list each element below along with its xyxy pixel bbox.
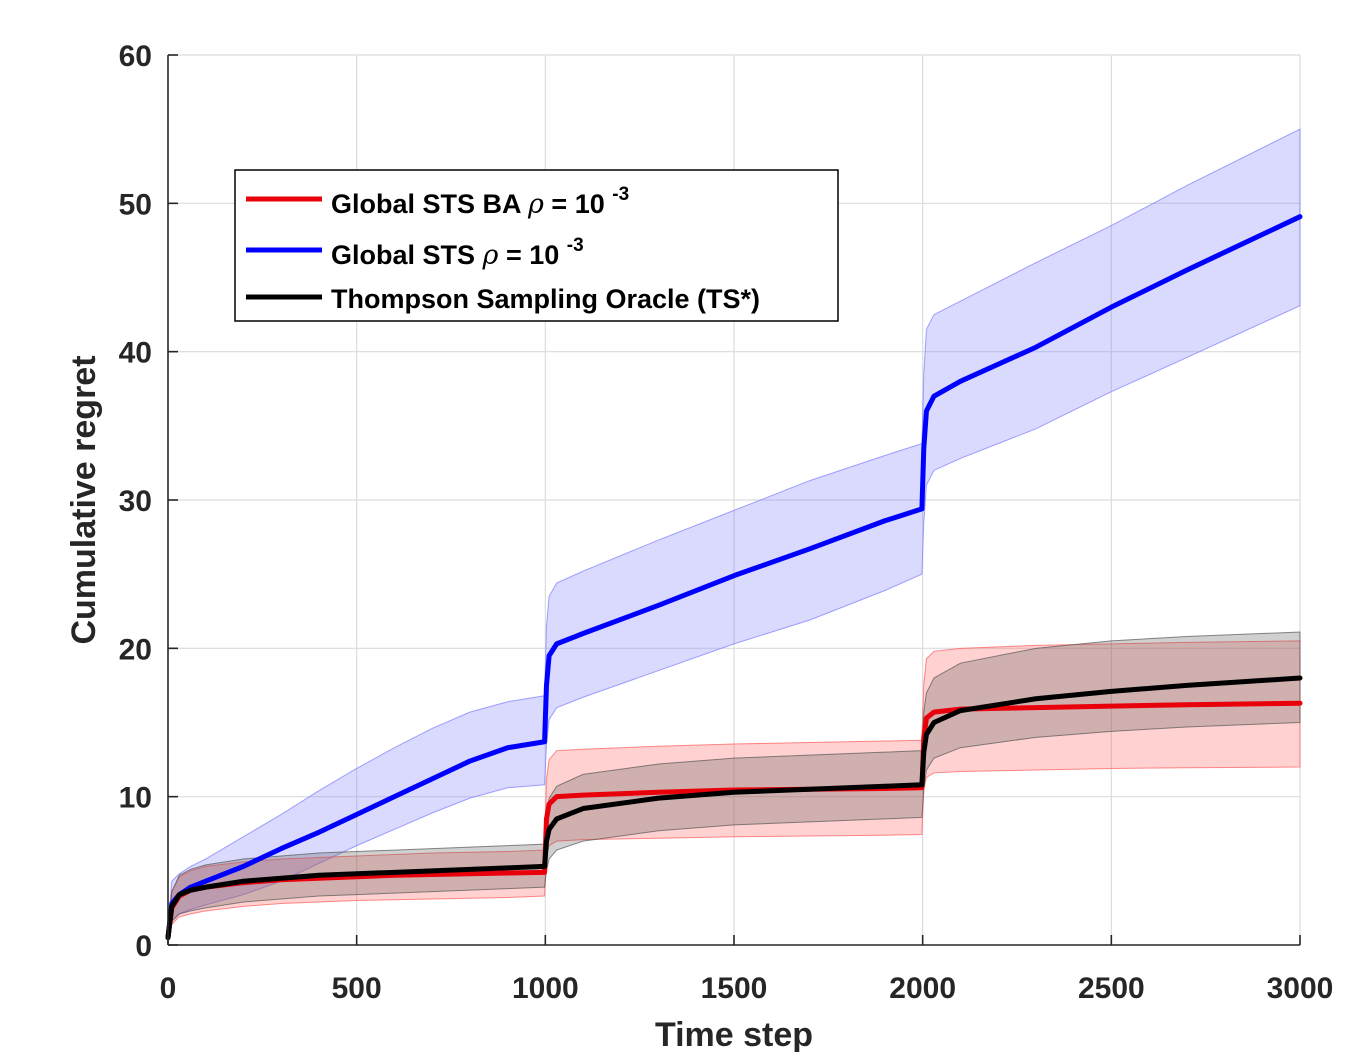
x-ticks: 0 500 1000 1500 2000 2500 3000: [160, 935, 1334, 1005]
legend-rho-exponent: -3: [612, 184, 629, 205]
legend-rho-exponent: -3: [567, 235, 584, 256]
x-axis-label: Time step: [655, 1016, 813, 1052]
line-global-sts: [165, 214, 1303, 941]
legend-rho-symbol: ρ: [527, 189, 544, 220]
x-tick-label: 0: [160, 972, 177, 1005]
x-tick-label: 2000: [889, 972, 956, 1005]
y-axis-label: Cumulative regret: [65, 355, 103, 644]
series-lines: [165, 214, 1303, 941]
legend-entry-ts-oracle: Thompson Sampling Oracle (TS*): [246, 284, 760, 314]
legend-label-global-sts: Global STS ρ = 10 -3: [331, 235, 584, 271]
x-tick-label: 3000: [1267, 972, 1334, 1005]
y-tick-label: 50: [119, 188, 152, 221]
legend-label-global-sts-ba: Global STS BA ρ = 10 -3: [331, 184, 629, 220]
x-tick-label: 1000: [512, 972, 579, 1005]
legend-box: [234, 169, 839, 322]
band-global-sts: [167, 128, 1301, 941]
legend-name-global-sts-ba: Global STS BA: [331, 189, 521, 219]
x-tick-label: 500: [332, 972, 382, 1005]
legend-rho-value: = 10: [551, 189, 604, 219]
legend: Global STS BA ρ = 10 -3 Global STS ρ = 1…: [234, 169, 839, 322]
y-tick-label: 20: [119, 633, 152, 666]
legend-name-global-sts: Global STS: [331, 240, 475, 270]
y-tick-label: 60: [119, 40, 152, 73]
legend-rho-value: = 10: [506, 240, 559, 270]
y-tick-label: 0: [135, 930, 152, 963]
y-ticks: 0 10 20 30 40 50 60: [119, 40, 178, 963]
legend-entry-global-sts-ba: Global STS BA ρ = 10 -3: [246, 184, 629, 220]
y-tick-label: 40: [119, 337, 152, 370]
legend-entry-global-sts: Global STS ρ = 10 -3: [246, 235, 584, 271]
y-tick-label: 30: [119, 485, 152, 518]
x-tick-label: 1500: [701, 972, 768, 1005]
y-tick-label: 10: [119, 782, 152, 815]
legend-name-ts-oracle: Thompson Sampling Oracle (TS*): [331, 284, 760, 314]
line-ts-oracle: [165, 675, 1303, 941]
x-tick-label: 2500: [1078, 972, 1145, 1005]
legend-rho-symbol: ρ: [482, 240, 499, 271]
legend-label-ts-oracle: Thompson Sampling Oracle (TS*): [331, 284, 760, 314]
